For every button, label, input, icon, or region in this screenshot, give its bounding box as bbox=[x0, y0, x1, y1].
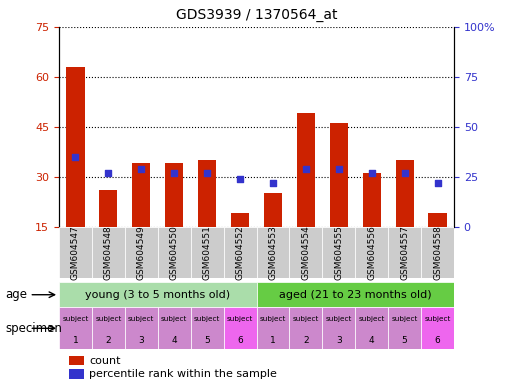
Point bbox=[269, 180, 277, 186]
Bar bbox=[355, 227, 388, 278]
Bar bbox=[388, 307, 421, 349]
Bar bbox=[264, 193, 282, 227]
Text: GSM604557: GSM604557 bbox=[400, 225, 409, 280]
Text: age: age bbox=[5, 288, 27, 301]
Bar bbox=[69, 356, 84, 366]
Bar bbox=[322, 307, 355, 349]
Text: 6: 6 bbox=[435, 336, 441, 345]
Text: 1: 1 bbox=[72, 336, 78, 345]
Text: subject: subject bbox=[95, 316, 122, 322]
Bar bbox=[256, 227, 289, 278]
Bar bbox=[388, 227, 421, 278]
Text: subject: subject bbox=[391, 316, 418, 322]
Point bbox=[104, 170, 112, 176]
Text: 2: 2 bbox=[106, 336, 111, 345]
Text: GSM604555: GSM604555 bbox=[334, 225, 343, 280]
Text: GSM604550: GSM604550 bbox=[170, 225, 179, 280]
Point bbox=[170, 170, 179, 176]
Bar bbox=[69, 369, 84, 379]
Text: GSM604547: GSM604547 bbox=[71, 225, 80, 280]
Bar bbox=[158, 307, 191, 349]
Text: young (3 to 5 months old): young (3 to 5 months old) bbox=[85, 290, 230, 300]
Point bbox=[401, 170, 409, 176]
Bar bbox=[59, 227, 92, 278]
Bar bbox=[355, 307, 388, 349]
Text: subject: subject bbox=[128, 316, 154, 322]
Text: aged (21 to 23 months old): aged (21 to 23 months old) bbox=[279, 290, 431, 300]
Text: 5: 5 bbox=[204, 336, 210, 345]
Bar bbox=[421, 227, 454, 278]
Text: subject: subject bbox=[161, 316, 187, 322]
Text: subject: subject bbox=[293, 316, 319, 322]
Point bbox=[302, 166, 310, 172]
Point bbox=[334, 166, 343, 172]
Bar bbox=[330, 123, 348, 227]
Bar bbox=[421, 307, 454, 349]
Text: GSM604556: GSM604556 bbox=[367, 225, 376, 280]
Point bbox=[236, 175, 244, 182]
Bar bbox=[289, 307, 322, 349]
Bar bbox=[165, 163, 183, 227]
Text: GSM604558: GSM604558 bbox=[433, 225, 442, 280]
Text: 4: 4 bbox=[171, 336, 177, 345]
Text: GSM604552: GSM604552 bbox=[235, 225, 245, 280]
Point bbox=[203, 170, 211, 176]
Bar bbox=[231, 213, 249, 227]
Text: subject: subject bbox=[62, 316, 89, 322]
Text: percentile rank within the sample: percentile rank within the sample bbox=[89, 369, 277, 379]
Text: 2: 2 bbox=[303, 336, 309, 345]
Title: GDS3939 / 1370564_at: GDS3939 / 1370564_at bbox=[176, 8, 337, 22]
Bar bbox=[100, 190, 117, 227]
Bar bbox=[59, 307, 92, 349]
Bar bbox=[224, 227, 256, 278]
Text: 3: 3 bbox=[336, 336, 342, 345]
Text: count: count bbox=[89, 356, 121, 366]
Text: specimen: specimen bbox=[5, 322, 62, 335]
Bar bbox=[66, 67, 85, 227]
Text: subject: subject bbox=[194, 316, 220, 322]
Bar bbox=[191, 227, 224, 278]
Bar bbox=[224, 307, 256, 349]
Bar bbox=[396, 160, 413, 227]
Text: 6: 6 bbox=[237, 336, 243, 345]
Text: 3: 3 bbox=[139, 336, 144, 345]
Bar bbox=[256, 307, 289, 349]
Text: 1: 1 bbox=[270, 336, 276, 345]
Bar bbox=[256, 282, 454, 307]
Text: subject: subject bbox=[260, 316, 286, 322]
Point bbox=[433, 180, 442, 186]
Bar bbox=[428, 213, 447, 227]
Bar bbox=[125, 307, 158, 349]
Point bbox=[137, 166, 145, 172]
Text: GSM604548: GSM604548 bbox=[104, 225, 113, 280]
Text: 5: 5 bbox=[402, 336, 407, 345]
Bar bbox=[297, 113, 315, 227]
Text: subject: subject bbox=[326, 316, 352, 322]
Text: GSM604551: GSM604551 bbox=[203, 225, 212, 280]
Bar bbox=[92, 227, 125, 278]
Bar bbox=[198, 160, 216, 227]
Text: GSM604549: GSM604549 bbox=[137, 225, 146, 280]
Bar bbox=[289, 227, 322, 278]
Bar bbox=[59, 282, 256, 307]
Bar bbox=[92, 307, 125, 349]
Bar bbox=[158, 227, 191, 278]
Bar bbox=[191, 307, 224, 349]
Bar bbox=[132, 163, 150, 227]
Point bbox=[71, 154, 80, 160]
Text: subject: subject bbox=[359, 316, 385, 322]
Bar bbox=[322, 227, 355, 278]
Text: 4: 4 bbox=[369, 336, 374, 345]
Text: GSM604554: GSM604554 bbox=[301, 225, 310, 280]
Text: GSM604553: GSM604553 bbox=[268, 225, 278, 280]
Bar bbox=[125, 227, 158, 278]
Bar bbox=[363, 173, 381, 227]
Text: subject: subject bbox=[227, 316, 253, 322]
Text: subject: subject bbox=[424, 316, 451, 322]
Point bbox=[368, 170, 376, 176]
